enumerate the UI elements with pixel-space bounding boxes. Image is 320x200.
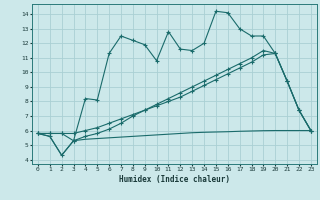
X-axis label: Humidex (Indice chaleur): Humidex (Indice chaleur) bbox=[119, 175, 230, 184]
